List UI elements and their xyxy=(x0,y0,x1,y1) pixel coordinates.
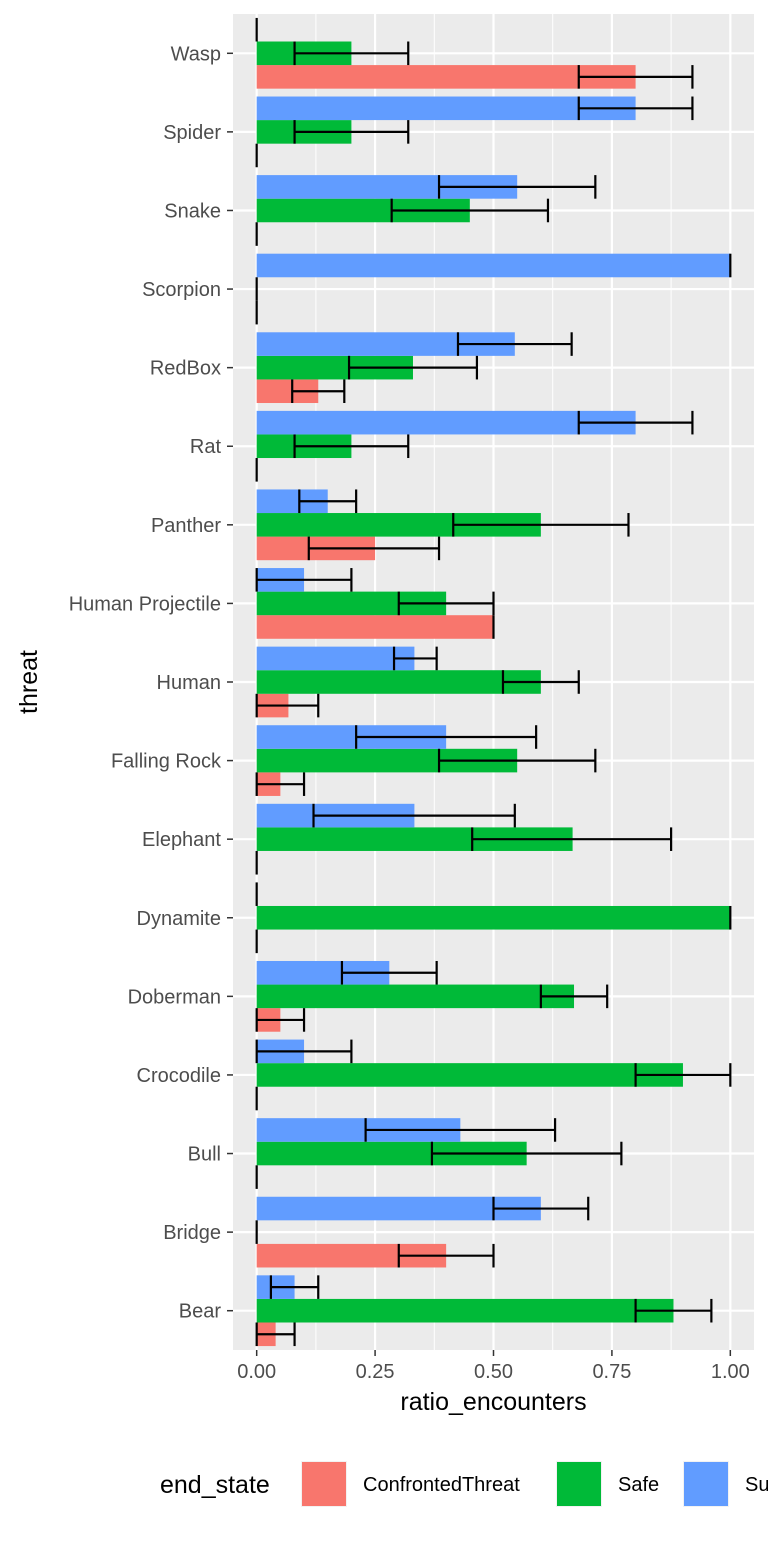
error-bar xyxy=(456,332,573,356)
y-tick-label: Spider xyxy=(163,122,221,144)
bar xyxy=(256,513,541,537)
y-tick-label: Elephant xyxy=(142,829,221,851)
y-tick-label: RedBox xyxy=(150,358,221,380)
x-tick-label: 0.50 xyxy=(474,1361,513,1383)
error-bar xyxy=(471,827,673,851)
y-tick-label: Rat xyxy=(190,436,222,458)
y-tick-label: Snake xyxy=(164,200,221,222)
bar xyxy=(256,1063,683,1087)
error-bar xyxy=(293,120,410,144)
error-bar xyxy=(634,1063,732,1087)
bar xyxy=(256,175,518,199)
error-bar xyxy=(634,1298,713,1323)
legend-item: Safe xyxy=(556,1461,659,1507)
y-tick-label: Crocodile xyxy=(137,1065,221,1087)
error-bar xyxy=(293,41,410,66)
error-bar xyxy=(293,434,410,459)
error-bar xyxy=(397,591,495,616)
legend: end_state ConfrontedThreat Safe Su xyxy=(160,1461,768,1507)
bar xyxy=(256,410,636,435)
bar xyxy=(256,670,541,694)
error-bar xyxy=(390,198,550,223)
bar xyxy=(256,1118,461,1142)
bar xyxy=(256,960,390,985)
error-bar xyxy=(577,65,694,89)
bar xyxy=(256,1196,541,1221)
bar xyxy=(256,489,328,514)
bar xyxy=(256,1141,527,1166)
error-bar xyxy=(255,693,320,718)
error-bar xyxy=(291,379,346,404)
bar xyxy=(256,905,731,930)
error-bar xyxy=(307,536,441,561)
y-tick-label: Bear xyxy=(179,1301,222,1323)
x-tick-label: 0.25 xyxy=(356,1361,395,1383)
bar xyxy=(256,355,413,380)
error-bar xyxy=(452,513,630,537)
y-tick-label: Doberman xyxy=(128,986,221,1008)
y-tick-label: Human xyxy=(157,672,221,694)
error-bar xyxy=(364,1118,557,1142)
error-bar xyxy=(269,1275,320,1299)
error-bar xyxy=(437,748,597,773)
error-bar xyxy=(255,772,306,796)
error-bar xyxy=(298,489,358,514)
legend-label: ConfrontedThreat xyxy=(363,1474,520,1496)
bar xyxy=(256,827,573,851)
error-bar xyxy=(539,984,609,1009)
legend-swatch xyxy=(684,1462,728,1506)
y-tick-label: Panther xyxy=(151,515,221,537)
x-axis-title: ratio_encounters xyxy=(400,1388,586,1416)
error-bar xyxy=(501,670,580,694)
error-bar xyxy=(255,1039,353,1064)
bar xyxy=(256,725,447,749)
bar xyxy=(256,65,636,89)
bar xyxy=(256,379,319,404)
bar xyxy=(256,646,415,671)
bar xyxy=(256,198,470,223)
error-bar xyxy=(437,175,597,199)
bar xyxy=(256,1298,674,1323)
y-tick-label: Falling Rock xyxy=(111,751,222,773)
error-bar xyxy=(577,96,694,121)
bar xyxy=(256,253,731,278)
y-tick-label: Dynamite xyxy=(137,908,221,930)
error-bar xyxy=(340,960,438,985)
bar xyxy=(256,332,515,356)
x-tick-label: 0.00 xyxy=(237,1361,276,1383)
legend-swatch xyxy=(557,1462,601,1506)
error-bar xyxy=(397,1243,495,1268)
bar xyxy=(256,96,636,121)
error-bar xyxy=(355,725,538,749)
x-tick-label: 0.75 xyxy=(592,1361,631,1383)
error-bar xyxy=(255,1008,306,1032)
legend-title: end_state xyxy=(160,1471,270,1499)
legend-item: ConfrontedThreat xyxy=(301,1461,520,1507)
bar xyxy=(256,984,575,1009)
error-bar xyxy=(392,646,438,671)
bar xyxy=(256,615,494,639)
y-tick-label: Wasp xyxy=(171,43,221,65)
error-bar xyxy=(430,1141,623,1166)
legend-item: Su xyxy=(683,1461,768,1507)
y-tick-label: Human Projectile xyxy=(69,593,221,615)
legend-label: Safe xyxy=(618,1474,659,1496)
y-tick-label: Bridge xyxy=(163,1222,221,1244)
error-bar xyxy=(492,1196,590,1221)
legend-label: Su xyxy=(745,1474,768,1496)
y-axis-title: threat xyxy=(15,650,43,714)
legend-swatch xyxy=(302,1462,346,1506)
error-bar xyxy=(577,410,694,435)
x-tick-label: 1.00 xyxy=(711,1361,750,1383)
y-tick-label: Scorpion xyxy=(142,279,221,301)
error-bar xyxy=(255,1322,296,1347)
error-bar xyxy=(312,803,516,828)
bar xyxy=(256,748,518,773)
y-tick-label: Bull xyxy=(188,1144,221,1166)
error-bar xyxy=(347,355,479,380)
error-bar xyxy=(255,568,353,592)
